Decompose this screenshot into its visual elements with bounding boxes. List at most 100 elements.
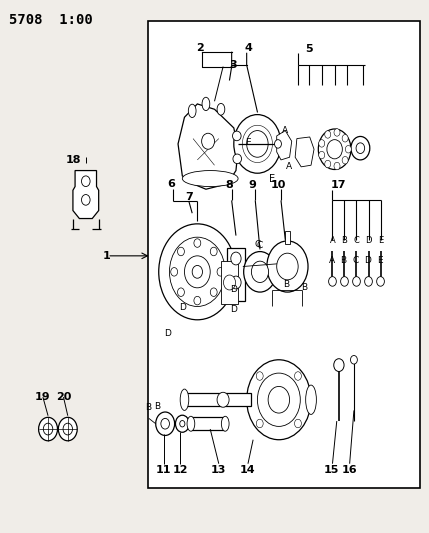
- Text: 3: 3: [229, 60, 237, 70]
- Circle shape: [202, 133, 214, 149]
- Text: E: E: [378, 237, 383, 245]
- Text: C: C: [257, 241, 263, 249]
- Text: C: C: [353, 237, 360, 245]
- Polygon shape: [277, 131, 292, 160]
- Circle shape: [156, 412, 175, 435]
- Text: B: B: [154, 402, 160, 410]
- Circle shape: [341, 277, 348, 286]
- Circle shape: [244, 252, 276, 292]
- Text: A: A: [286, 163, 292, 171]
- Text: D: D: [364, 256, 371, 264]
- Text: 17: 17: [331, 180, 347, 190]
- Circle shape: [268, 386, 290, 413]
- Circle shape: [224, 275, 236, 290]
- Text: 11: 11: [155, 465, 171, 475]
- Text: 10: 10: [270, 180, 286, 190]
- Text: 20: 20: [56, 392, 71, 402]
- Text: 14: 14: [240, 465, 256, 475]
- Ellipse shape: [180, 389, 189, 410]
- Ellipse shape: [305, 385, 316, 415]
- Text: 6: 6: [168, 180, 175, 189]
- Circle shape: [318, 129, 351, 169]
- Text: 2: 2: [196, 43, 204, 53]
- Circle shape: [350, 356, 357, 364]
- Circle shape: [325, 160, 331, 168]
- Ellipse shape: [187, 416, 195, 431]
- Text: 15: 15: [323, 465, 339, 475]
- Text: D: D: [179, 303, 186, 311]
- Text: B: B: [284, 280, 290, 288]
- Circle shape: [257, 373, 300, 426]
- Circle shape: [82, 176, 90, 187]
- Text: E: E: [377, 256, 383, 264]
- Text: 13: 13: [211, 465, 227, 475]
- Circle shape: [334, 359, 344, 372]
- Circle shape: [377, 277, 384, 286]
- Circle shape: [194, 296, 201, 305]
- Circle shape: [342, 134, 348, 142]
- Text: 5708  1:00: 5708 1:00: [9, 13, 92, 27]
- Circle shape: [334, 163, 340, 170]
- Text: D: D: [365, 237, 372, 245]
- Text: 8: 8: [226, 180, 233, 190]
- Circle shape: [267, 241, 308, 292]
- Circle shape: [247, 360, 311, 440]
- Bar: [148, 21, 420, 488]
- Circle shape: [256, 372, 263, 380]
- Circle shape: [210, 247, 217, 256]
- Text: E: E: [269, 174, 275, 183]
- Text: A: A: [329, 237, 335, 245]
- Ellipse shape: [221, 416, 229, 431]
- Polygon shape: [295, 137, 314, 167]
- Text: A: A: [329, 256, 335, 264]
- Text: 16: 16: [342, 465, 357, 475]
- Circle shape: [353, 277, 360, 286]
- Circle shape: [82, 195, 90, 205]
- Circle shape: [159, 224, 236, 320]
- Text: 19: 19: [35, 392, 51, 402]
- Polygon shape: [178, 104, 238, 189]
- Ellipse shape: [242, 125, 272, 163]
- Text: D: D: [230, 305, 237, 313]
- Text: B: B: [301, 284, 307, 292]
- Text: B: B: [341, 256, 347, 264]
- Bar: [191, 417, 225, 430]
- Text: C: C: [254, 240, 260, 248]
- Circle shape: [192, 265, 202, 278]
- Text: 7: 7: [185, 192, 193, 202]
- Circle shape: [345, 146, 351, 153]
- Circle shape: [39, 417, 57, 441]
- Circle shape: [295, 419, 302, 428]
- Polygon shape: [221, 261, 238, 304]
- Circle shape: [256, 419, 263, 428]
- Circle shape: [231, 276, 241, 289]
- Circle shape: [184, 256, 210, 288]
- Circle shape: [58, 417, 77, 441]
- Circle shape: [334, 128, 340, 136]
- Circle shape: [43, 423, 53, 435]
- Text: B: B: [145, 403, 151, 412]
- Circle shape: [277, 253, 298, 280]
- Circle shape: [356, 143, 365, 154]
- Polygon shape: [73, 171, 99, 219]
- Circle shape: [329, 277, 336, 286]
- Text: D: D: [230, 285, 237, 294]
- Text: B: B: [341, 237, 347, 245]
- Circle shape: [63, 423, 73, 435]
- Text: C: C: [353, 256, 359, 264]
- Circle shape: [210, 288, 217, 296]
- Circle shape: [194, 239, 201, 247]
- Bar: [184, 393, 251, 406]
- Text: E: E: [245, 138, 251, 147]
- Circle shape: [171, 268, 178, 276]
- Circle shape: [295, 372, 302, 380]
- Bar: [285, 231, 290, 244]
- Text: 12: 12: [172, 465, 188, 475]
- Circle shape: [180, 421, 185, 427]
- Circle shape: [251, 261, 269, 282]
- Text: 5: 5: [305, 44, 313, 54]
- Circle shape: [325, 131, 331, 138]
- Circle shape: [319, 151, 325, 159]
- Text: A: A: [282, 126, 288, 135]
- Ellipse shape: [188, 104, 196, 118]
